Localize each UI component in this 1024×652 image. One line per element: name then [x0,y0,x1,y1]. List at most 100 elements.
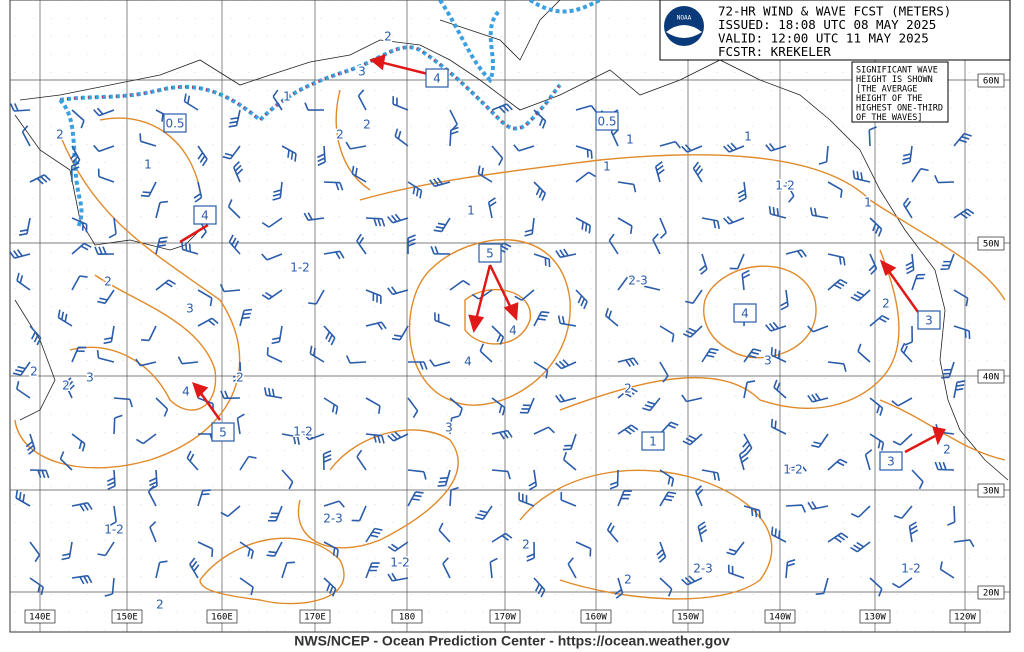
lon-label: 170E [304,613,326,623]
note-line: [THE AVERAGE [856,85,917,95]
ice-edge [58,0,601,229]
lon-box [299,609,331,624]
lat-box [977,73,1005,88]
label-box [425,68,449,88]
barb [387,541,409,552]
note-line: SIGNIFICANT WAVE [856,66,938,76]
barb [365,321,387,331]
barb [827,361,847,372]
barb [904,325,913,346]
barb [271,325,283,345]
contour-label: 1-2 [104,523,124,537]
contour-label: 2 [882,297,890,311]
contour-label: 3 [358,65,366,79]
barb [487,197,497,219]
barb [659,491,677,507]
boxed-label: 3 [887,455,895,469]
barb [827,278,848,291]
contour-label: 1 [626,133,634,147]
barb [893,505,913,520]
note-line: HEIGHT IS SHOWN [856,75,933,85]
barb [281,433,300,445]
barb [228,109,241,128]
boxed-label: 3 [925,314,933,328]
barb [303,431,325,441]
barb [533,361,549,379]
contour-label: 1-2 [290,261,310,275]
lon-box [580,609,612,624]
barb [442,557,451,579]
barb [726,541,745,556]
barb [869,314,890,327]
barb [617,181,637,193]
contour-label: 3 [764,354,772,368]
barb [351,165,367,183]
barb [239,455,257,471]
barb [698,253,708,275]
barb [489,557,498,579]
barb [323,250,345,260]
barb [197,145,208,167]
boxed-label: 4 [741,307,749,321]
barb [827,253,846,266]
barb [617,387,638,399]
contour-label: 4 [509,324,517,338]
barb [429,359,451,367]
barb [308,289,325,305]
barb [392,96,409,111]
barb [147,485,157,507]
barb [429,177,451,188]
barb [575,217,591,234]
lon-box [111,609,143,624]
barb [743,505,761,519]
barb [682,325,703,338]
contour-label: 1-2 [775,179,795,193]
barb [261,289,283,300]
barb [135,358,157,367]
barb [518,492,535,507]
barb [220,505,241,518]
barb [266,541,283,557]
barb [197,289,213,307]
boxed-label: 0.5 [597,115,616,129]
barb [528,469,538,491]
barb [18,217,31,236]
barb [104,577,115,597]
lat-box [977,369,1005,384]
contour-label: 1-2 [390,556,410,570]
barb [953,380,966,399]
barb [868,253,878,275]
barb [902,197,913,219]
barb [533,253,551,268]
barb [857,343,871,363]
barb [15,489,31,507]
barb [609,469,619,490]
contour-label: 2 [236,371,244,385]
barb [29,577,44,596]
barb [947,505,956,526]
barb [272,181,283,201]
barb [57,309,73,327]
barb [323,181,344,191]
barb [911,167,929,183]
lon-label: 170W [494,613,516,623]
barb [807,393,829,403]
barb [97,168,115,183]
contour-label: 1 [467,204,475,218]
barb [738,449,749,471]
contour-label: 1-2 [783,463,803,477]
barb [309,345,325,363]
barb [155,397,169,417]
barb [681,144,703,153]
contour-label: 2 [624,573,632,587]
barb [281,469,294,490]
barb [407,181,423,199]
barb [16,381,31,399]
lon-label: 160W [585,613,607,623]
barb [148,469,158,491]
label-box [211,422,235,442]
barb [771,526,787,543]
label-box [917,310,941,330]
label-box [478,243,502,263]
